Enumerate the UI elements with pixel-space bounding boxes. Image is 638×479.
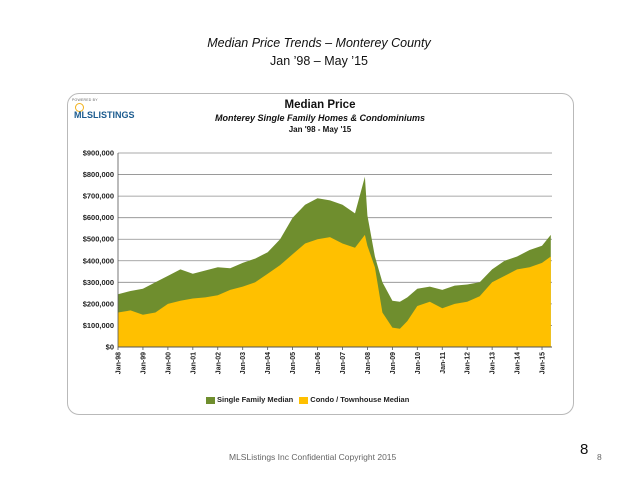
x-tick-label: Jan-13 (490, 352, 497, 374)
x-tick-label: Jan-12 (465, 352, 472, 374)
legend-label-condo: Condo / Townhouse Median (310, 395, 410, 404)
y-tick-label: $900,000 (83, 149, 114, 158)
y-tick-label: $800,000 (83, 170, 114, 179)
y-tick-label: $200,000 (83, 299, 114, 308)
logo-name: MLSLISTINGS (74, 110, 135, 120)
x-tick-label: Jan-04 (265, 352, 272, 374)
y-tick-label: $100,000 (83, 321, 114, 330)
area-condo-townhouse (118, 234, 551, 347)
legend-item-condo: Condo / Townhouse Median (299, 395, 409, 404)
x-tick-label: Jan-09 (390, 352, 397, 374)
x-tick-label: Jan-98 (116, 352, 123, 374)
legend-label-single-family: Single Family Median (217, 395, 294, 404)
x-tick-label: Jan-10 (415, 352, 422, 374)
x-tick-label: Jan-11 (440, 352, 447, 374)
y-tick-label: $700,000 (83, 192, 114, 201)
x-tick-label: Jan-00 (165, 352, 172, 374)
x-tick-label: Jan-08 (365, 352, 372, 374)
x-tick-label: Jan-99 (140, 352, 147, 374)
y-tick-label: $600,000 (83, 213, 114, 222)
legend-item-single-family: Single Family Median (206, 395, 293, 404)
chart-subtitle: Monterey Single Family Homes & Condomini… (214, 113, 426, 123)
x-tick-label: Jan-14 (515, 352, 522, 374)
legend-swatch-condo (299, 396, 309, 404)
chart-title: Median Price (284, 99, 356, 111)
x-tick-label: Jan-07 (340, 352, 347, 374)
page-number-small: 8 (597, 452, 602, 462)
x-tick-label: Jan-15 (540, 352, 547, 374)
logo-circle-icon (75, 103, 84, 112)
y-tick-label: $400,000 (83, 256, 114, 265)
page-number: 8 (580, 441, 589, 458)
x-tick-label: Jan-01 (190, 352, 197, 374)
x-tick-label: Jan-06 (315, 352, 322, 374)
legend-swatch-single-family (206, 396, 215, 404)
x-tick-label: Jan-02 (215, 352, 222, 374)
x-tick-label: Jan-05 (290, 352, 297, 374)
chart-date-range: Jan '98 - May '15 (288, 125, 352, 134)
footer-copyright: MLSListings Inc Confidential Copyright 2… (229, 452, 397, 462)
y-tick-label: $300,000 (83, 278, 114, 287)
logo-powered-by: POWERED BY (72, 98, 98, 102)
slide-title: Median Price Trends – Monterey County (207, 36, 431, 50)
x-tick-label: Jan-03 (240, 352, 247, 374)
y-tick-label: $500,000 (83, 235, 114, 244)
mlslistings-logo: POWERED BY MLSLISTINGS (72, 98, 135, 128)
slide-subtitle: Jan ’98 – May ’15 (270, 54, 368, 68)
chart-legend: Single Family Median Condo / Townhouse M… (206, 395, 409, 404)
y-tick-label: $0 (106, 343, 114, 352)
